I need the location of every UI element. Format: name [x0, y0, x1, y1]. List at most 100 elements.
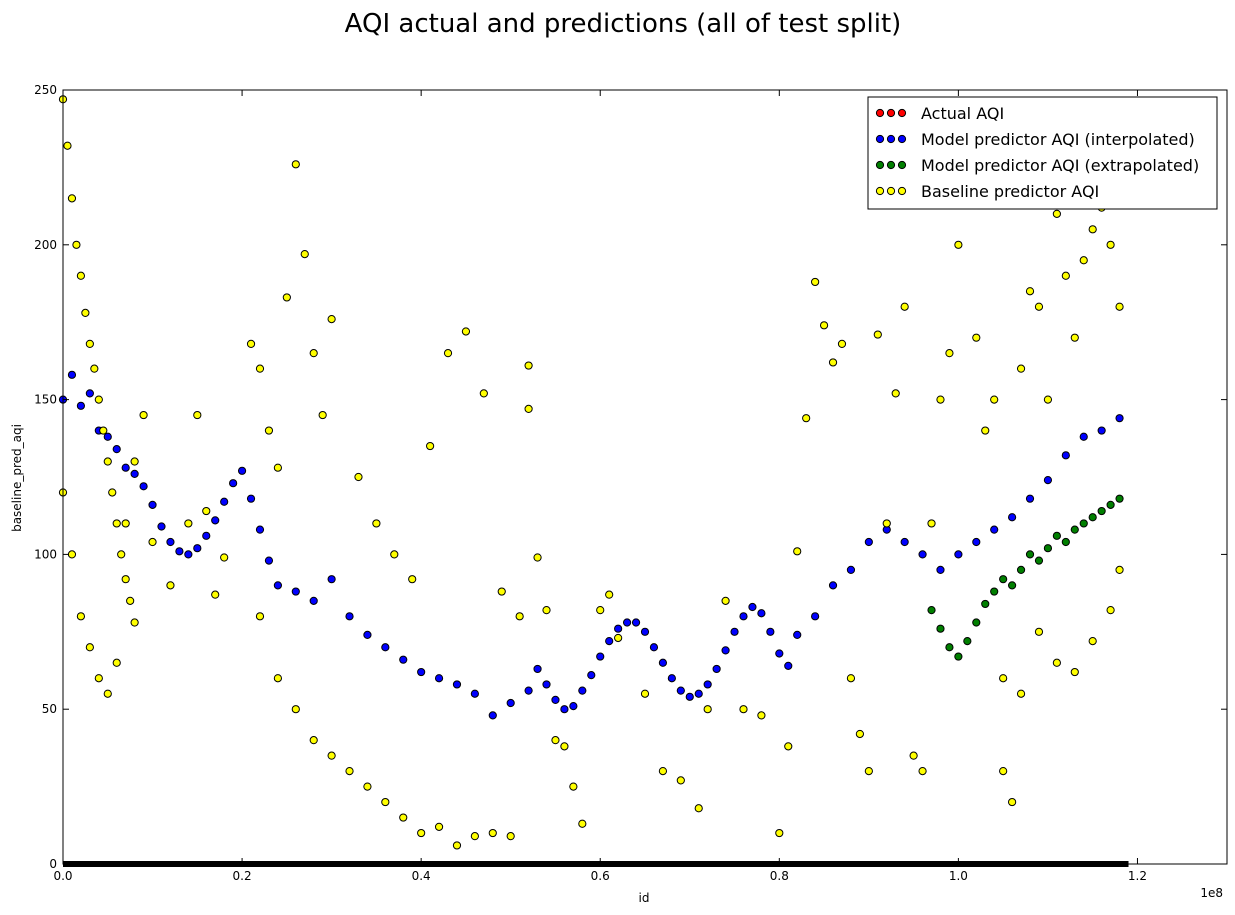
- data-point: [81, 308, 90, 318]
- data-point: [578, 819, 587, 828]
- data-point: [452, 841, 462, 850]
- data-point: [596, 652, 605, 661]
- data-point: [211, 516, 220, 525]
- legend-marker: [897, 186, 907, 196]
- data-point: [99, 426, 108, 435]
- data-point: [103, 457, 112, 466]
- data-point: [1070, 525, 1079, 534]
- data-point: [614, 624, 623, 633]
- data-point: [434, 674, 444, 683]
- data-point: [542, 606, 551, 615]
- data-point: [273, 463, 282, 472]
- data-point: [1016, 689, 1026, 698]
- legend-marker: [897, 108, 907, 118]
- data-point: [67, 550, 77, 559]
- data-point: [202, 531, 211, 540]
- data-point: [846, 674, 856, 683]
- data-point: [327, 751, 336, 760]
- data-point: [220, 553, 229, 562]
- legend-marker: [875, 108, 885, 118]
- data-point: [712, 664, 721, 674]
- data-point: [381, 643, 390, 652]
- data-point: [605, 590, 614, 599]
- legend-label: Model predictor AQI (interpolated): [921, 130, 1195, 149]
- data-point: [524, 361, 533, 370]
- data-point: [300, 249, 309, 259]
- data-point: [108, 488, 117, 497]
- data-point: [1016, 364, 1026, 373]
- data-point: [309, 736, 318, 745]
- data-point: [76, 401, 86, 410]
- data-point: [121, 463, 130, 472]
- data-point: [470, 689, 479, 698]
- data-point: [1008, 513, 1017, 522]
- data-point: [1052, 209, 1061, 218]
- data-point: [1115, 302, 1124, 311]
- data-point: [443, 349, 453, 358]
- data-point: [1097, 506, 1106, 516]
- data-point: [399, 655, 408, 664]
- data-point: [273, 581, 282, 590]
- data-point: [220, 497, 229, 506]
- data-point: [1097, 426, 1106, 435]
- y-tick-label: 100: [34, 547, 57, 561]
- data-point: [676, 776, 685, 785]
- data-point: [426, 441, 435, 451]
- data-point: [954, 652, 963, 661]
- data-point: [811, 277, 820, 287]
- data-point: [945, 349, 954, 358]
- data-point: [533, 664, 542, 674]
- data-point: [954, 550, 963, 559]
- data-point: [130, 469, 139, 479]
- data-point: [1008, 797, 1017, 807]
- data-point: [1016, 565, 1026, 574]
- data-point: [121, 575, 130, 584]
- legend-item: Actual AQI: [875, 104, 1004, 123]
- data-point: [972, 618, 981, 627]
- data-point: [578, 686, 587, 695]
- data-point: [112, 445, 121, 454]
- legend-item: Model predictor AQI (interpolated): [875, 130, 1195, 149]
- plot-background: [63, 90, 1227, 864]
- data-point: [721, 646, 730, 655]
- data-point: [1070, 333, 1079, 342]
- x-tick-label: 1.0: [949, 869, 968, 883]
- series-1: [58, 370, 1124, 720]
- data-point: [327, 575, 336, 584]
- data-point: [596, 606, 605, 615]
- legend-marker: [875, 160, 885, 170]
- data-point: [560, 742, 569, 751]
- data-point: [202, 506, 211, 516]
- data-point: [506, 698, 515, 708]
- plot-area: [63, 90, 1227, 864]
- data-point: [354, 472, 363, 482]
- data-point: [157, 522, 166, 531]
- data-point: [479, 389, 488, 398]
- data-point: [658, 767, 668, 776]
- data-point: [139, 410, 148, 420]
- data-point: [900, 537, 909, 547]
- legend-label: Baseline predictor AQI: [921, 182, 1099, 201]
- legend-marker: [875, 186, 885, 196]
- data-point: [1115, 565, 1124, 574]
- data-point: [229, 479, 238, 488]
- data-point: [372, 519, 381, 528]
- data-point: [524, 404, 533, 413]
- data-point: [667, 674, 676, 683]
- legend-marker: [886, 186, 896, 196]
- data-point: [784, 742, 793, 751]
- data-point: [640, 689, 650, 698]
- data-point: [828, 581, 838, 590]
- data-point: [972, 537, 981, 547]
- data-point: [631, 618, 641, 627]
- x-tick-label: 0.2: [233, 869, 252, 883]
- data-point: [990, 525, 999, 534]
- data-point: [551, 736, 560, 745]
- data-point: [605, 636, 614, 646]
- data-point: [1008, 581, 1017, 590]
- y-tick-label: 150: [34, 393, 57, 407]
- data-point: [1079, 256, 1088, 265]
- data-point: [72, 240, 81, 249]
- data-point: [846, 565, 856, 574]
- data-point: [90, 364, 99, 373]
